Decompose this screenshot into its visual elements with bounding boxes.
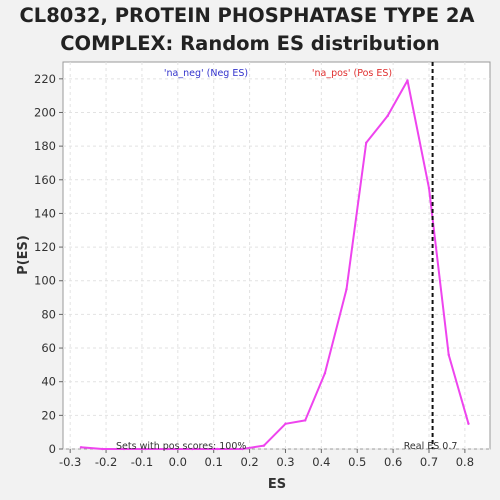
plot-area	[62, 61, 491, 450]
x-tick-label: 0.4	[312, 455, 330, 469]
x-tick-label: 0.8	[456, 455, 474, 469]
y-tick-label: 220	[34, 72, 56, 86]
real-es-label: Real ES 0.7	[404, 441, 458, 452]
series-point	[406, 79, 409, 82]
series-point	[79, 446, 83, 449]
y-tick-label: 180	[34, 139, 56, 153]
series-points	[79, 79, 470, 451]
x-axis-title: ES	[268, 477, 286, 492]
series-point	[241, 447, 244, 451]
pos-scores-annotation: Sets with pos scores: 100%	[116, 441, 246, 452]
series-point	[345, 287, 348, 291]
series-point	[304, 419, 307, 422]
series-point	[101, 447, 104, 451]
y-tick-label: 140	[34, 206, 56, 220]
legend-neg-es: 'na_neg' (Neg ES)	[164, 68, 248, 79]
y-tick-label: 160	[34, 173, 56, 187]
y-tick-label: 80	[41, 307, 56, 321]
chart-title-line-2: COMPLEX: Random ES distribution	[60, 32, 440, 55]
legend-pos-es: 'na_pos' (Pos ES)	[312, 68, 392, 79]
series-point	[165, 447, 169, 451]
series-point	[216, 447, 219, 451]
series-point	[365, 141, 368, 144]
series-point	[427, 186, 431, 190]
axis-ticks: -0.3 -0.2 -0.1 0.0 0.1 0.2 0.3 0.4 0.5 0.6 0.7 0.8 0…	[34, 72, 474, 469]
x-tick-label: 0.1	[205, 455, 223, 469]
series-point	[467, 422, 470, 425]
x-tick-label: 0.6	[384, 455, 402, 469]
y-tick-label: 20	[41, 408, 56, 422]
y-axis-title: P(ES)	[16, 235, 31, 275]
x-tick-label: 0.7	[420, 455, 438, 469]
y-tick-label: 60	[41, 341, 56, 355]
series-point	[386, 114, 389, 118]
series-point	[323, 372, 327, 375]
series-point	[122, 447, 126, 451]
y-tick-label: 40	[41, 375, 56, 389]
y-tick-label: 100	[34, 274, 56, 288]
chart-title-line-1: CL8032, PROTEIN PHOSPHATASE TYPE 2A	[19, 4, 474, 27]
x-tick-label: -0.2	[95, 455, 117, 469]
series-point	[447, 353, 450, 356]
series-point	[284, 422, 287, 425]
series-point	[144, 447, 147, 451]
y-tick-label: 0	[49, 442, 56, 456]
x-tick-label: -0.1	[131, 455, 153, 469]
series-point	[190, 447, 194, 451]
x-tick-label: 0.3	[276, 455, 294, 469]
series-point	[262, 444, 266, 447]
y-tick-label: 120	[34, 240, 56, 254]
x-tick-label: -0.3	[59, 455, 81, 469]
grid-lines	[63, 62, 490, 450]
y-tick-label: 200	[34, 105, 56, 119]
x-tick-label: 0.0	[169, 455, 187, 469]
x-tick-label: 0.5	[348, 455, 366, 469]
x-tick-label: 0.2	[240, 455, 258, 469]
